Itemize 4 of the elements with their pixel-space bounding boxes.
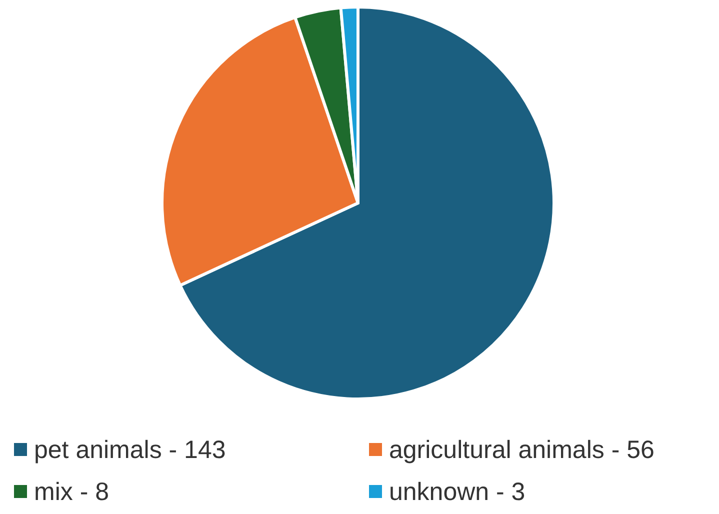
legend-label: mix - 8 — [34, 478, 109, 506]
legend-label: unknown - 3 — [389, 478, 526, 506]
legend-label: pet animals - 143 — [34, 436, 226, 464]
legend-label: agricultural animals - 56 — [389, 436, 654, 464]
